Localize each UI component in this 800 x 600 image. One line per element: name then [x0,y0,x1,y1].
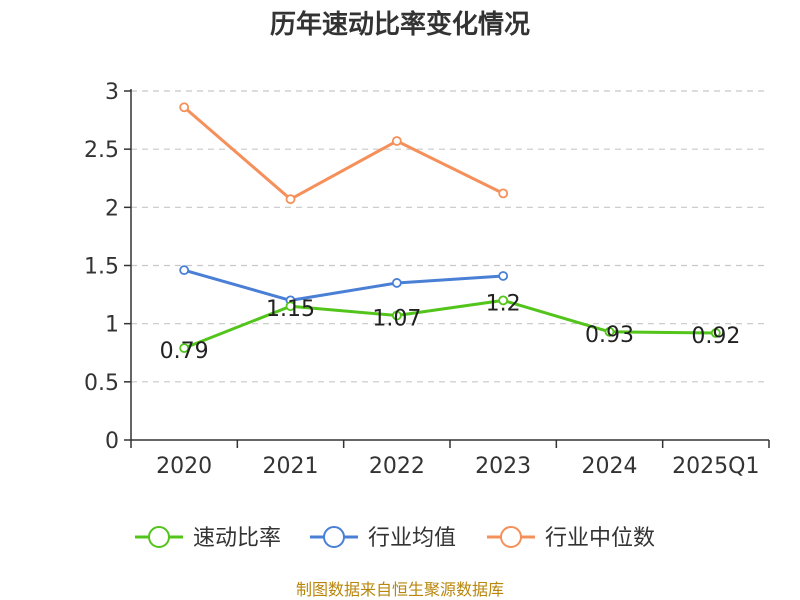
data-point-2-0 [179,102,190,113]
y-tick-label-5: 2.5 [84,138,119,163]
x-tick-label-0: 2020 [156,454,212,479]
y-tick-label-0: 0 [105,429,119,454]
y-tick-label-2: 1 [105,313,119,338]
legend-item-1[interactable]: 行业均值 [310,526,456,551]
data-point-0-5 [710,328,721,338]
legend-label-1: 行业均值 [368,526,456,551]
y-tick-label-1: 0.5 [84,371,119,396]
legend[interactable]: 速动比率 行业均值 行业中位数 [135,526,655,551]
data-point-2-3 [498,188,509,199]
series-0 [179,295,721,353]
series-2 [179,102,509,205]
series-layer [179,102,721,353]
data-label-0-4: 0.93 [585,323,634,348]
x-tick-label-4: 2024 [582,454,638,479]
series-1 [179,265,509,306]
legend-label-2: 行业中位数 [545,526,655,551]
data-point-0-2 [391,310,402,321]
series-line-1 [182,268,505,302]
source-note: 制图数据来自恒生聚源数据库 [296,580,504,599]
legend-item-0[interactable]: 速动比率 [135,526,281,551]
legend-item-2[interactable]: 行业中位数 [487,526,655,551]
y-tick-label-3: 1.5 [84,255,119,280]
series-line-0 [182,298,718,350]
x-tick-label-5: 2025Q1 [672,454,759,479]
data-labels: 0.79 1.15 1.07 1.2 0.93 0.92 [160,291,741,364]
legend-marker-2 [500,526,522,548]
data-point-1-2 [391,278,402,288]
y-tick-label-6: 3 [105,80,119,105]
data-point-1-3 [498,271,509,281]
data-point-0-3 [498,295,509,306]
axes: 0 0.5 1 1.5 2 2.5 3 2020 2021 2022 2023 2024 2025Q1 [84,80,770,479]
data-label-0-0: 0.79 [160,339,209,364]
data-point-2-2 [391,136,402,146]
x-tick-label-3: 2023 [475,454,531,479]
chart-title: 历年速动比率变化情况 [270,9,530,40]
data-label-0-3: 1.2 [486,291,521,316]
legend-marker-0 [148,526,170,548]
data-label-0-2: 1.07 [372,307,421,332]
data-point-0-0 [179,343,190,353]
data-point-1-0 [179,265,190,276]
data-point-0-1 [285,301,296,312]
x-tick-label-1: 2021 [263,454,319,479]
y-tick-label-4: 2 [105,196,119,221]
data-point-2-1 [285,194,296,205]
data-point-0-4 [604,326,615,337]
grid-lines [131,90,769,383]
data-label-0-5: 0.92 [691,324,740,349]
series-line-2 [182,105,505,201]
data-label-0-1: 1.15 [266,297,315,322]
legend-marker-1 [323,526,345,548]
x-tick-label-2: 2022 [369,454,425,479]
legend-label-0: 速动比率 [193,526,281,551]
